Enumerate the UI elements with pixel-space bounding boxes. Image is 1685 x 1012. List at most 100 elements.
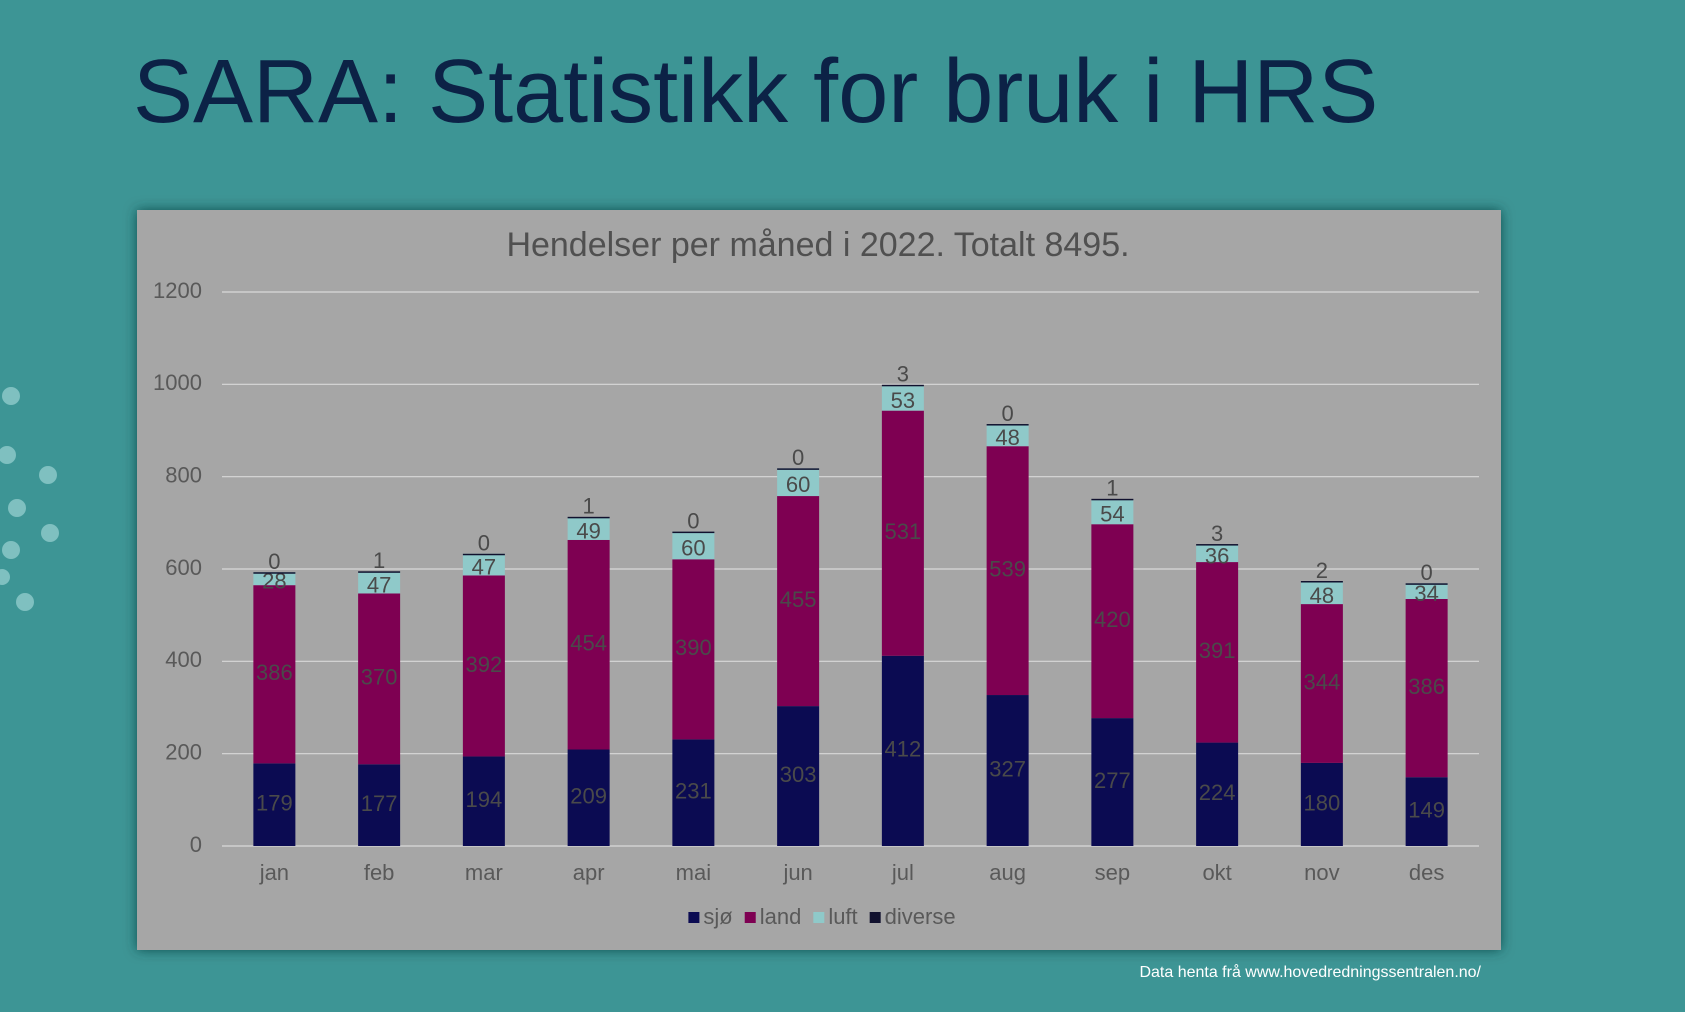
data-label: 47 <box>472 554 496 579</box>
bar-segment <box>358 764 401 846</box>
bar-segment <box>1300 581 1343 583</box>
bar-segment <box>253 585 296 764</box>
bar-segment <box>986 424 1029 426</box>
bar-segment <box>1196 562 1239 743</box>
bar-segment <box>253 572 296 574</box>
slide-title: SARA: Statistikk for bruk i HRS <box>133 42 1378 142</box>
bar-segment <box>777 468 820 497</box>
x-tick-label: okt <box>1202 860 1231 885</box>
data-label: 391 <box>1199 638 1236 663</box>
data-label: 344 <box>1304 669 1341 694</box>
bar-segment <box>1405 777 1448 846</box>
legend-label: luft <box>828 904 857 929</box>
bar-segment <box>1196 742 1239 846</box>
data-label: 149 <box>1408 797 1445 822</box>
bar-segment <box>358 571 401 573</box>
x-tick-label: jun <box>782 860 812 885</box>
bar-segment <box>1405 583 1448 600</box>
y-tick-label: 800 <box>165 462 202 487</box>
bar-segment <box>672 531 715 560</box>
y-tick-label: 0 <box>190 832 202 857</box>
y-tick-label: 1200 <box>153 278 202 303</box>
y-tick-label: 600 <box>165 555 202 580</box>
data-label: 392 <box>466 652 503 677</box>
bar-segment <box>777 496 820 707</box>
bar-segment <box>1091 499 1134 525</box>
data-label: 0 <box>268 549 280 574</box>
data-label: 303 <box>780 762 817 787</box>
data-label: 3 <box>1211 521 1223 546</box>
legend-swatch <box>744 912 756 923</box>
x-tick-label: apr <box>573 860 605 885</box>
data-label: 54 <box>1100 502 1124 527</box>
bar-segment <box>358 593 401 765</box>
bar-segment <box>1196 544 1239 546</box>
legend-label: land <box>760 904 802 929</box>
bar-segment <box>672 739 715 846</box>
bar-segment <box>986 446 1029 696</box>
data-label: 277 <box>1094 768 1131 793</box>
data-label: 177 <box>361 791 398 816</box>
data-label: 0 <box>687 508 699 533</box>
bar-segment <box>253 763 296 846</box>
bar-segment <box>777 468 820 470</box>
y-tick-label: 400 <box>165 647 202 672</box>
data-label: 180 <box>1304 790 1341 815</box>
bar-segment <box>986 424 1029 447</box>
data-label: 2 <box>1316 558 1328 583</box>
data-label: 531 <box>885 519 922 544</box>
data-label: 454 <box>570 631 607 656</box>
bar-segment <box>462 756 505 846</box>
bar-segment <box>881 410 924 656</box>
bar-segment <box>881 386 924 411</box>
x-tick-label: sep <box>1095 860 1130 885</box>
bar-segment <box>1091 524 1134 719</box>
data-label: 60 <box>786 472 810 497</box>
x-tick-label: jan <box>259 860 289 885</box>
data-label: 420 <box>1094 607 1131 632</box>
x-tick-label: aug <box>989 860 1026 885</box>
bar-segment <box>986 695 1029 846</box>
data-label: 0 <box>1421 560 1433 585</box>
data-label: 539 <box>989 556 1026 581</box>
bar-segment <box>567 749 610 846</box>
data-label: 60 <box>681 535 705 560</box>
data-label: 0 <box>1002 401 1014 426</box>
data-label: 455 <box>780 587 817 612</box>
data-label: 47 <box>367 572 391 597</box>
bar-segment <box>777 706 820 846</box>
bar-segment <box>1091 498 1134 501</box>
legend-swatch <box>869 912 881 923</box>
data-label: 209 <box>570 784 607 809</box>
bar-segment <box>1300 762 1343 846</box>
chart-title: Hendelser per måned i 2022. Totalt 8495. <box>506 226 1129 264</box>
bar-segment <box>1405 599 1448 778</box>
legend-swatch <box>813 912 825 923</box>
bar-segment <box>672 559 715 740</box>
x-tick-label: jul <box>891 860 914 885</box>
data-label: 1 <box>583 494 595 519</box>
data-label: 179 <box>256 790 293 815</box>
data-label: 48 <box>1310 583 1334 608</box>
bar-segment <box>1300 604 1343 763</box>
legend-swatch <box>688 912 700 923</box>
data-label: 370 <box>361 665 398 690</box>
data-label: 53 <box>891 388 915 413</box>
bar-segment <box>1300 581 1343 605</box>
x-tick-label: nov <box>1304 860 1339 885</box>
data-label: 1 <box>373 548 385 573</box>
bar-segment <box>567 539 610 750</box>
bar-segment <box>462 553 505 556</box>
bar-segment <box>1196 545 1239 563</box>
bar-segment <box>567 517 610 540</box>
footer-note: Data henta frå www.hovedredningssentrale… <box>1139 963 1481 981</box>
data-label: 194 <box>466 787 503 812</box>
data-label: 36 <box>1205 544 1229 569</box>
bar-segment <box>881 655 924 846</box>
data-label: 412 <box>885 737 922 762</box>
bar-segment <box>253 572 296 586</box>
y-tick-label: 200 <box>165 739 202 764</box>
data-label: 3 <box>897 362 909 387</box>
